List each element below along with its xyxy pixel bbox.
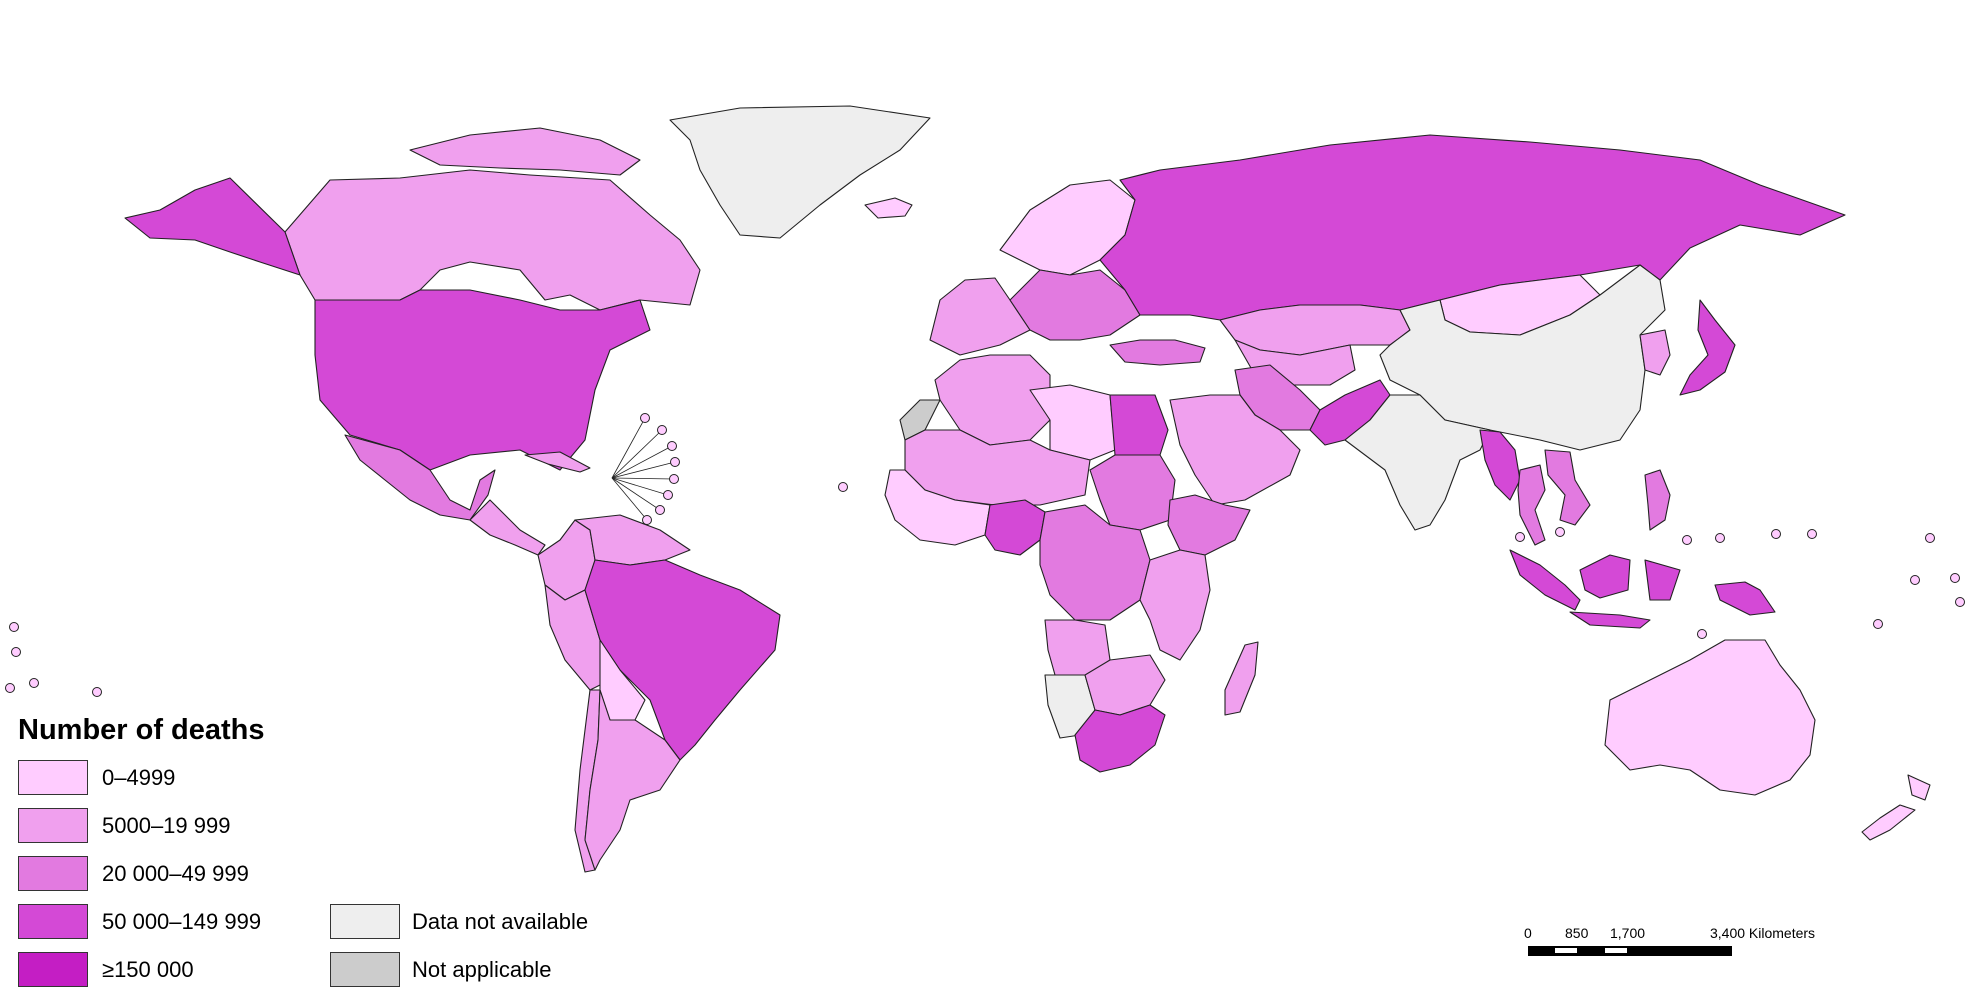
region-Myanmar	[1479, 429, 1521, 501]
region-Cuba	[524, 451, 591, 473]
island-marker	[29, 678, 39, 688]
region-Alaska	[124, 177, 301, 276]
legend-label-1: 5000–19 999	[102, 813, 231, 838]
legend-swatch-2	[18, 856, 88, 891]
callout-leader-line	[611, 461, 676, 479]
callout-leader-line	[611, 477, 675, 480]
scale-bar-outline	[1528, 946, 1732, 956]
island-marker	[655, 505, 665, 515]
region-Indonesia	[1509, 549, 1681, 629]
callout-leader-line	[611, 477, 648, 521]
island-marker	[670, 457, 680, 467]
region-Iceland	[864, 197, 913, 219]
island-marker	[9, 622, 19, 632]
region-Egypt	[1109, 394, 1169, 456]
region-Australia	[1604, 639, 1816, 796]
region-NewZealand	[1861, 774, 1931, 841]
region-WesternSahara	[899, 399, 941, 441]
region-Philippines	[1644, 469, 1671, 531]
island-marker	[1697, 629, 1707, 639]
island-marker	[669, 474, 679, 484]
scale-tick-0: 0	[1524, 925, 1532, 941]
callout-leader-line	[611, 445, 673, 479]
legend-swatch-4	[18, 952, 88, 987]
legend-label-4: ≥150 000	[102, 957, 194, 982]
island-marker	[1807, 529, 1817, 539]
legend-swatch-1	[18, 808, 88, 843]
island-marker	[667, 441, 677, 451]
island-marker	[838, 482, 848, 492]
scale-tick-2: 1,700	[1610, 925, 1646, 941]
region-Argentina	[584, 689, 681, 871]
region-EastAfrica	[1139, 549, 1211, 661]
region-Madagascar	[1224, 641, 1259, 716]
region-Nigeria	[984, 499, 1046, 556]
island-marker	[1715, 533, 1725, 543]
region-Turkey	[1109, 339, 1206, 366]
legend-swatch-3	[18, 904, 88, 939]
island-marker	[1873, 619, 1883, 629]
region-Thailand	[1517, 464, 1546, 546]
region-Ethiopia	[1167, 494, 1251, 556]
island-callouts	[5, 413, 1965, 697]
callout-leader-line	[611, 429, 663, 479]
region-Arctic	[409, 127, 641, 176]
island-marker	[1515, 532, 1525, 542]
region-Greenland	[669, 105, 931, 239]
island-marker	[663, 490, 673, 500]
region-Canada	[284, 169, 701, 311]
island-marker	[1682, 535, 1692, 545]
island-marker	[1910, 575, 1920, 585]
region-SouthAfrica	[1074, 704, 1166, 773]
island-marker	[1555, 527, 1565, 537]
region-PapuaNewGuinea	[1714, 581, 1776, 616]
region-CentralAmerica	[469, 499, 546, 556]
region-Libya	[1029, 384, 1116, 461]
island-marker	[1771, 529, 1781, 539]
region-China	[1379, 264, 1666, 451]
legend-label-3: 50 000–149 999	[102, 909, 262, 934]
region-Brazil	[584, 559, 781, 761]
scale-tick-3: 3,400 Kilometers	[1710, 925, 1816, 941]
region-VietNam	[1544, 449, 1591, 526]
island-marker	[1925, 533, 1935, 543]
scale-bar	[1528, 946, 1732, 956]
island-marker	[1950, 573, 1960, 583]
callout-leader-line	[611, 417, 646, 479]
legend-title: Number of deaths	[18, 714, 265, 746]
callout-leader-line	[611, 477, 661, 511]
legend-swatch-na-data	[330, 904, 400, 939]
legend-label-2: 20 000–49 999	[102, 861, 249, 886]
island-marker	[11, 647, 21, 657]
island-marker	[657, 425, 667, 435]
region-USA	[314, 289, 651, 471]
legend-swatch-0	[18, 760, 88, 795]
legend-label-na-data: Data not available	[412, 909, 589, 934]
region-WesternEurope	[929, 277, 1031, 356]
region-Mexico	[344, 434, 496, 521]
island-marker	[642, 515, 652, 525]
scale-bar-segment	[1605, 948, 1627, 953]
island-marker	[1955, 597, 1965, 607]
region-Korea	[1639, 329, 1671, 376]
callout-leader-line	[611, 477, 669, 496]
region-Arabia	[1169, 394, 1301, 506]
region-Japan	[1679, 299, 1736, 396]
land-layer	[124, 105, 1931, 873]
island-marker	[640, 413, 650, 423]
island-marker	[92, 687, 102, 697]
scale-tick-1: 850	[1565, 925, 1589, 941]
legend-label-na-app: Not applicable	[412, 957, 552, 982]
region-India	[1344, 394, 1491, 531]
legend-swatch-na-app	[330, 952, 400, 987]
island-marker	[5, 683, 15, 693]
scale-bar-segment	[1555, 948, 1577, 953]
legend-label-0: 0–4999	[102, 765, 176, 790]
